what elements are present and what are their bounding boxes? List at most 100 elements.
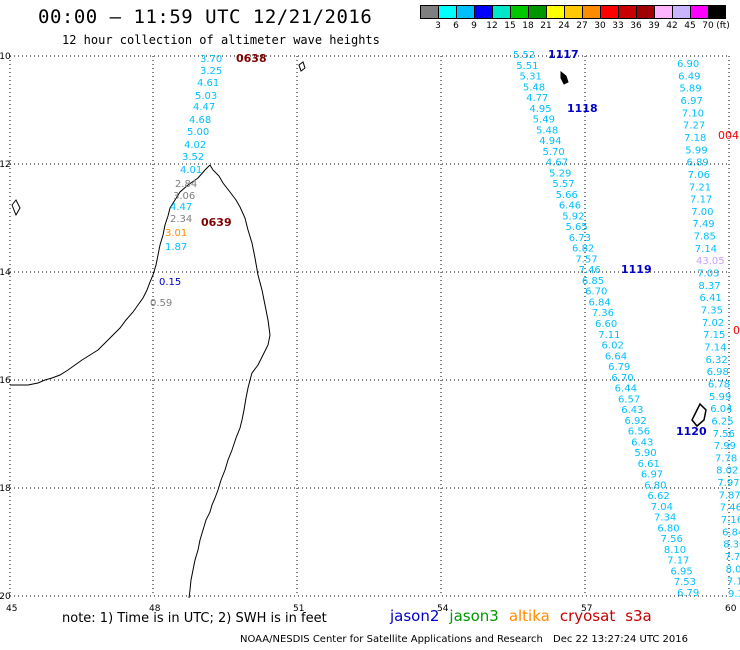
color-scale-label: 24 (558, 21, 570, 31)
wave-height-value: 5.92 (562, 211, 584, 222)
wave-height-value: 7.57 (575, 254, 597, 265)
color-scale-label: 39 (648, 21, 660, 31)
wave-height-value: 5.51 (516, 61, 538, 72)
wave-height-value: 1.87 (165, 242, 187, 253)
wave-height-value: 8.30 (723, 540, 740, 551)
wave-height-value: 5.49 (533, 115, 555, 126)
wave-height-value: 6.79 (608, 362, 630, 373)
color-scale-cell (600, 5, 618, 19)
wave-height-value: 7.14 (704, 342, 726, 353)
lat-tick-label: -10 (0, 52, 11, 62)
color-scale-label: 30 (594, 21, 606, 31)
color-scale-cell (672, 5, 690, 19)
color-scale-cell (510, 5, 528, 19)
wave-height-value: 3.01 (165, 228, 187, 239)
wave-height-value: 8.10 (664, 545, 686, 556)
wave-height-value: 6.02 (602, 341, 624, 352)
wave-height-value: 5.48 (523, 82, 545, 93)
wave-height-value: 7.85 (694, 232, 716, 243)
wave-height-value: 7.11 (598, 330, 620, 341)
legend-cryosat: cryosat (559, 607, 616, 625)
color-scale-label: 18 (522, 21, 534, 31)
wave-height-value: 4.94 (539, 136, 561, 147)
wave-height-value: 5.31 (520, 72, 542, 83)
pass-time-label: 0639 (201, 216, 232, 229)
color-scale-label: 33 (612, 21, 624, 31)
lon-tick-label: 60 (725, 604, 737, 614)
color-scale-label: 9 (471, 21, 477, 31)
wave-height-value: 6.04 (710, 404, 732, 415)
map-title: 00:00 – 11:59 UTC 12/21/2016 (38, 6, 373, 28)
wave-height-value: 6.80 (644, 480, 666, 491)
coastline-island-2 (298, 61, 306, 72)
color-scale-cell (438, 5, 456, 19)
wave-height-value: 6.98 (707, 367, 729, 378)
wave-height-value: 6.64 (605, 351, 627, 362)
color-scale-label: 45 (684, 21, 696, 31)
wave-height-value: 4.61 (197, 78, 219, 89)
wave-height-value: 5.48 (536, 125, 558, 136)
wave-height-value: 6.80 (657, 523, 679, 534)
wave-height-value: 5.99 (709, 392, 731, 403)
wave-height-value: 7.17 (690, 195, 712, 206)
wave-height-value: 6.82 (572, 244, 594, 255)
wave-height-value: 6.32 (705, 355, 727, 366)
wave-height-value: 43.05 (696, 256, 725, 267)
wave-height-value: 7.17 (667, 556, 689, 567)
wave-height-value: 7.35 (701, 306, 723, 317)
wave-height-value: 6.44 (615, 384, 637, 395)
legend-jason3: jason3 (449, 607, 499, 625)
satellite-legend: jason2 jason3 altika cryosat s3a (390, 607, 652, 625)
wave-height-value: 3.52 (182, 152, 204, 163)
wave-height-value: 5.65 (565, 222, 587, 233)
pass-time-label: 004 (718, 129, 739, 142)
lat-tick-label: -20 (0, 592, 11, 602)
wave-height-value: 6.70 (611, 373, 633, 384)
wave-height-value: 6.43 (621, 405, 643, 416)
wave-height-value: 5.00 (187, 127, 209, 138)
wave-height-value: 6.84 (722, 527, 740, 538)
wave-height-value: 4.67 (546, 158, 568, 169)
wave-height-value: 7.06 (688, 170, 710, 181)
wave-height-value: 6.57 (618, 394, 640, 405)
wave-height-value: 3.06 (173, 191, 195, 202)
wave-height-value: 4.02 (184, 140, 206, 151)
wave-height-value: 6.89 (686, 158, 708, 169)
wave-height-value: 7.03 (697, 269, 719, 280)
wave-height-value: 7.16 (721, 515, 740, 526)
wave-height-value: 7.10 (682, 108, 704, 119)
wave-height-value: 6.25 (711, 416, 733, 427)
wave-height-value: 7.27 (683, 121, 705, 132)
wave-height-value: 6.92 (625, 416, 647, 427)
wave-height-value: 7.04 (651, 502, 673, 513)
lon-tick-label: 45 (6, 604, 17, 614)
color-scale-cell (492, 5, 510, 19)
color-scale-cell (420, 5, 438, 19)
wave-height-value: 4.47 (170, 202, 192, 213)
lat-lon-grid (9, 55, 730, 597)
wave-height-value: 6.60 (595, 319, 617, 330)
wave-height-value: 4.47 (193, 102, 215, 113)
wave-height-value: 6.84 (588, 297, 610, 308)
color-scale-cell (456, 5, 474, 19)
lat-tick-label: -12 (0, 160, 11, 170)
color-scale-cell (474, 5, 492, 19)
wave-height-value: 6.43 (631, 437, 653, 448)
wave-height-value: 0.59 (150, 298, 172, 309)
wave-height-value: 6.97 (681, 96, 703, 107)
coastline-island-1 (11, 199, 21, 217)
pass-time-label: 1120 (676, 425, 707, 438)
wave-height-value: 8.0 (726, 564, 740, 575)
pass-time-label: 0 (733, 324, 740, 337)
wave-height-value: 4.01 (180, 165, 202, 176)
color-scale-cell (528, 5, 546, 19)
color-scale-cell (654, 5, 672, 19)
footer-note: note: 1) Time is in UTC; 2) SWH is in fe… (62, 611, 327, 626)
color-scale-label: 21 (540, 21, 552, 31)
pass-time-label: 0638 (236, 52, 267, 65)
lon-tick-label: 51 (293, 604, 304, 614)
color-scale-cell (708, 5, 726, 19)
wave-height-value: 7.97 (717, 478, 739, 489)
wave-height-value: 7.14 (695, 244, 717, 255)
